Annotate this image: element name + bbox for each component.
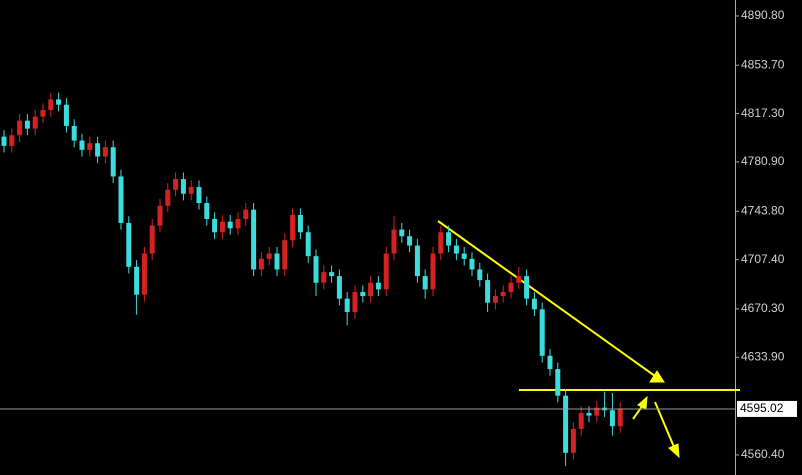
candle-body bbox=[563, 395, 569, 453]
y-tick-label: 4853.70 bbox=[741, 57, 785, 71]
y-tick-label: 4670.30 bbox=[741, 301, 785, 315]
candle-body bbox=[219, 221, 225, 233]
candle-body bbox=[469, 258, 475, 270]
candle-body bbox=[266, 253, 272, 259]
last-price-box bbox=[737, 400, 797, 417]
y-tick-label: 4890.80 bbox=[741, 8, 785, 22]
arrow-head bbox=[649, 370, 665, 383]
y-tick-label: 4560.40 bbox=[741, 447, 785, 461]
candle-body bbox=[297, 214, 303, 233]
candle-body bbox=[336, 276, 342, 299]
candle-body bbox=[118, 176, 124, 223]
candle-body bbox=[422, 276, 428, 290]
y-tick-label: 4817.30 bbox=[741, 106, 785, 120]
candle-body bbox=[313, 256, 319, 283]
candle-body bbox=[617, 408, 623, 427]
candle-body bbox=[547, 355, 553, 370]
candle-body bbox=[586, 412, 592, 416]
candle-body bbox=[539, 309, 545, 356]
candle-body bbox=[71, 125, 77, 141]
candle-body bbox=[9, 135, 15, 146]
candle-body bbox=[227, 221, 233, 229]
candle-body bbox=[360, 292, 366, 297]
candle-body bbox=[485, 280, 491, 303]
candle-body bbox=[126, 222, 132, 267]
candle-body bbox=[196, 187, 202, 204]
candle-body bbox=[414, 245, 420, 277]
candle-body bbox=[453, 245, 459, 254]
trend-line bbox=[437, 220, 656, 377]
candle-body bbox=[492, 296, 498, 303]
candle-body bbox=[40, 110, 46, 117]
candle-body bbox=[204, 203, 210, 219]
candle-body bbox=[17, 120, 23, 136]
y-tick-label: 4633.90 bbox=[741, 349, 785, 363]
candle-body bbox=[180, 179, 186, 194]
candle-body bbox=[461, 253, 467, 259]
candle-body bbox=[430, 253, 436, 290]
candle-body bbox=[578, 412, 584, 429]
candle-body bbox=[274, 253, 280, 270]
y-tick-label: 4707.40 bbox=[741, 252, 785, 266]
candle-body bbox=[352, 292, 358, 312]
candle-body bbox=[344, 298, 350, 312]
candle-body bbox=[446, 232, 452, 246]
candle-body bbox=[63, 104, 69, 126]
candle-body bbox=[173, 179, 179, 190]
candle-body bbox=[282, 240, 288, 270]
candle-body bbox=[368, 282, 374, 297]
candle-body bbox=[258, 258, 264, 270]
candle-body bbox=[383, 253, 389, 290]
y-tick-label: 4743.80 bbox=[741, 203, 785, 217]
candle-body bbox=[555, 369, 561, 396]
candle-body bbox=[243, 209, 249, 219]
candle-body bbox=[516, 276, 522, 283]
candle-body bbox=[95, 143, 101, 157]
candle-body bbox=[32, 116, 38, 129]
candle-body bbox=[305, 232, 311, 257]
arrow bbox=[632, 404, 644, 420]
candle-body bbox=[508, 282, 514, 293]
candle-body bbox=[102, 147, 108, 157]
candle-body bbox=[500, 292, 506, 297]
candle-body bbox=[524, 276, 530, 299]
candle-body bbox=[79, 140, 85, 150]
last-price-label: 4595.02 bbox=[740, 401, 784, 415]
candle-body bbox=[531, 298, 537, 310]
candle-body bbox=[375, 282, 381, 290]
arrow-head bbox=[668, 443, 680, 459]
candle-body bbox=[438, 232, 444, 254]
candle-body bbox=[110, 147, 116, 177]
candle-body bbox=[477, 269, 483, 281]
arrow-head bbox=[637, 395, 648, 410]
y-tick-label: 4780.90 bbox=[741, 154, 785, 168]
candle-body bbox=[188, 187, 194, 194]
arrow bbox=[654, 401, 675, 448]
candle-body bbox=[594, 407, 600, 416]
candle-body bbox=[251, 209, 257, 270]
candle-body bbox=[407, 236, 413, 246]
candle-body bbox=[321, 272, 327, 283]
candle-body bbox=[24, 120, 30, 129]
candle-body bbox=[134, 266, 140, 295]
candle-body bbox=[149, 225, 155, 254]
candle-body bbox=[391, 229, 397, 254]
candle-body bbox=[157, 205, 163, 226]
candle-body bbox=[609, 410, 615, 427]
candle-body bbox=[87, 143, 93, 150]
candle-body bbox=[1, 136, 7, 146]
candle-body bbox=[212, 218, 218, 233]
candle-body bbox=[141, 253, 147, 295]
candle-body bbox=[399, 229, 405, 237]
candle-body bbox=[570, 428, 576, 453]
candle-body bbox=[48, 99, 54, 111]
candle-body bbox=[329, 272, 335, 277]
candle-body bbox=[165, 189, 171, 206]
candle-body bbox=[56, 99, 62, 105]
candle-body bbox=[290, 214, 296, 241]
candle-body bbox=[235, 218, 241, 229]
